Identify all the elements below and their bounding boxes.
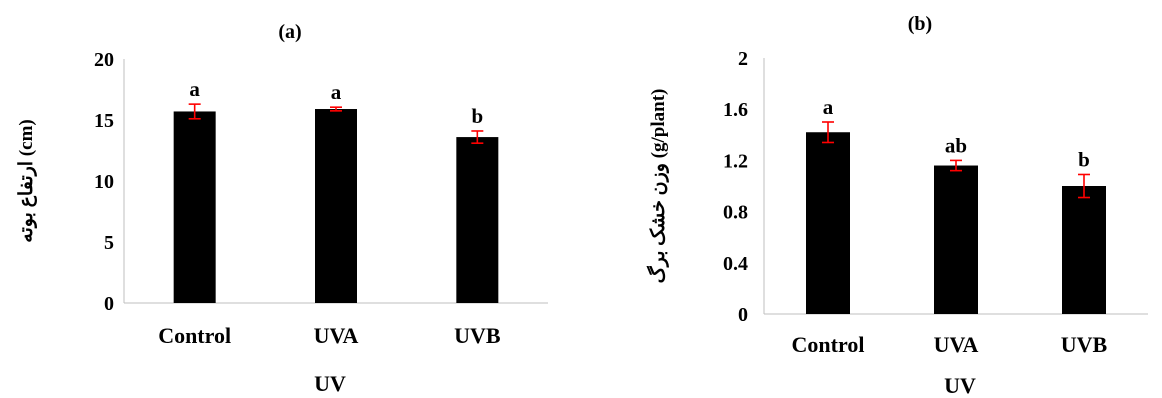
error-bars <box>822 121 1090 199</box>
y-tick-label: 5 <box>104 232 114 254</box>
significance-letters: a a b <box>189 77 483 128</box>
bar-uvb <box>1062 186 1106 314</box>
chart-title: (a) <box>278 21 301 43</box>
y-axis-label: وزن خشک برگ (g/plant) <box>646 89 669 284</box>
x-tick-label: UVA <box>314 323 359 348</box>
error-bar-control <box>822 121 834 144</box>
bar-control <box>806 132 850 314</box>
bars <box>806 132 1106 314</box>
x-tick-label: Control <box>792 332 865 357</box>
y-tick-label: 0.4 <box>723 253 748 275</box>
y-tick-label: 1.2 <box>723 150 748 172</box>
error-bar-uva <box>950 159 962 172</box>
significance-letter: a <box>331 80 342 104</box>
y-tick-label: 0 <box>738 304 748 326</box>
significance-letter: ab <box>945 133 967 157</box>
significance-letter: a <box>823 95 834 119</box>
chart-title: (b) <box>908 13 932 35</box>
significance-letters: a ab b <box>823 95 1090 171</box>
significance-letter: a <box>189 77 200 101</box>
error-bars <box>188 103 484 144</box>
bar-control <box>173 111 216 304</box>
bars <box>173 109 499 304</box>
y-axis-label: ارتفاع بوته (cm) <box>16 119 37 242</box>
error-bar-uvb <box>471 130 484 144</box>
y-tick-labels: 0 5 10 15 20 <box>94 49 114 315</box>
y-tick-labels: 0 0.4 0.8 1.2 1.6 2 <box>723 48 748 326</box>
error-bar-control <box>188 103 201 120</box>
y-tick-label: 2 <box>738 48 748 70</box>
y-tick-label: 0 <box>104 293 114 315</box>
y-tick-label: 0.8 <box>723 202 748 224</box>
error-bar-uvb <box>1078 173 1090 199</box>
panel-b: (b) 0 0.4 0.8 1.2 1.6 2 a ab b Control UVA UVB UV… <box>646 13 1148 398</box>
significance-letter: b <box>471 104 483 128</box>
bar-uva <box>934 165 978 314</box>
x-tick-label: UVB <box>454 323 501 348</box>
x-tick-label: UVB <box>1061 332 1108 357</box>
y-tick-label: 20 <box>94 49 114 71</box>
x-tick-labels: Control UVA UVB <box>792 332 1108 357</box>
x-tick-labels: Control UVA UVB <box>158 323 501 348</box>
y-tick-label: 1.6 <box>723 99 748 121</box>
x-axis-label: UV <box>944 373 976 398</box>
error-bar-uva <box>330 106 342 112</box>
significance-letter: b <box>1078 147 1090 171</box>
panel-a: (a) 0 5 10 15 20 a a b Control UVA UVB UV ارتفاع… <box>16 21 548 396</box>
y-tick-label: 10 <box>94 171 114 193</box>
bar-uvb <box>456 137 499 303</box>
bar-uva <box>315 109 357 304</box>
x-tick-label: UVA <box>934 332 979 357</box>
x-tick-label: Control <box>158 323 231 348</box>
x-axis-label: UV <box>314 371 346 396</box>
y-tick-label: 15 <box>94 110 114 132</box>
